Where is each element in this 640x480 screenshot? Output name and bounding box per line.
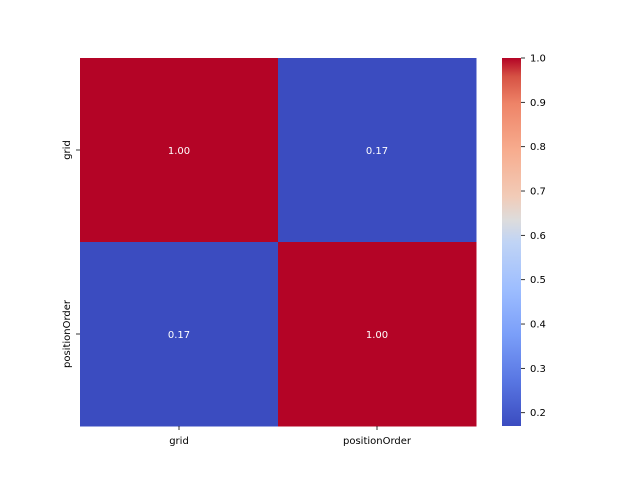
colorbar-ticks: 0.2 0.3 0.4 0.5 0.6 0.7 0.8 0.9 1.0 [521, 54, 546, 419]
heatmap-cells [80, 58, 477, 427]
colorbar-tick-label: 0.5 [530, 275, 546, 286]
colorbar-tick-label: 0.6 [530, 231, 546, 242]
colorbar-gradient [502, 58, 521, 426]
heatmap-cell-0-0 [80, 58, 279, 243]
colorbar-tick-label: 0.9 [530, 98, 546, 109]
x-axis: grid positionOrder [169, 426, 412, 447]
heatmap-cell-1-0 [80, 242, 279, 427]
heatmap-cell-0-1 [278, 58, 477, 243]
cell-annotation-0-1: 0.17 [366, 146, 388, 157]
y-axis: grid positionOrder [62, 140, 80, 368]
heatmap-cell-1-1 [278, 242, 477, 427]
heatmap-annotations: 1.00 0.17 0.17 1.00 [168, 146, 388, 341]
cell-annotation-1-0: 0.17 [168, 330, 190, 341]
colorbar-tick-label: 0.2 [530, 408, 546, 419]
cell-annotation-0-0: 1.00 [168, 146, 190, 157]
colorbar-tick-label: 1.0 [530, 54, 546, 65]
colorbar [502, 58, 521, 426]
colorbar-tick-label: 0.3 [530, 364, 546, 375]
y-tick-label: grid [62, 140, 73, 160]
colorbar-tick-label: 0.4 [530, 320, 546, 331]
colorbar-tick-label: 0.7 [530, 187, 546, 198]
y-tick-label: positionOrder [62, 299, 73, 368]
x-tick-label: positionOrder [343, 436, 412, 447]
colorbar-tick-label: 0.8 [530, 142, 546, 153]
x-tick-label: grid [169, 436, 189, 447]
cell-annotation-1-1: 1.00 [366, 330, 388, 341]
